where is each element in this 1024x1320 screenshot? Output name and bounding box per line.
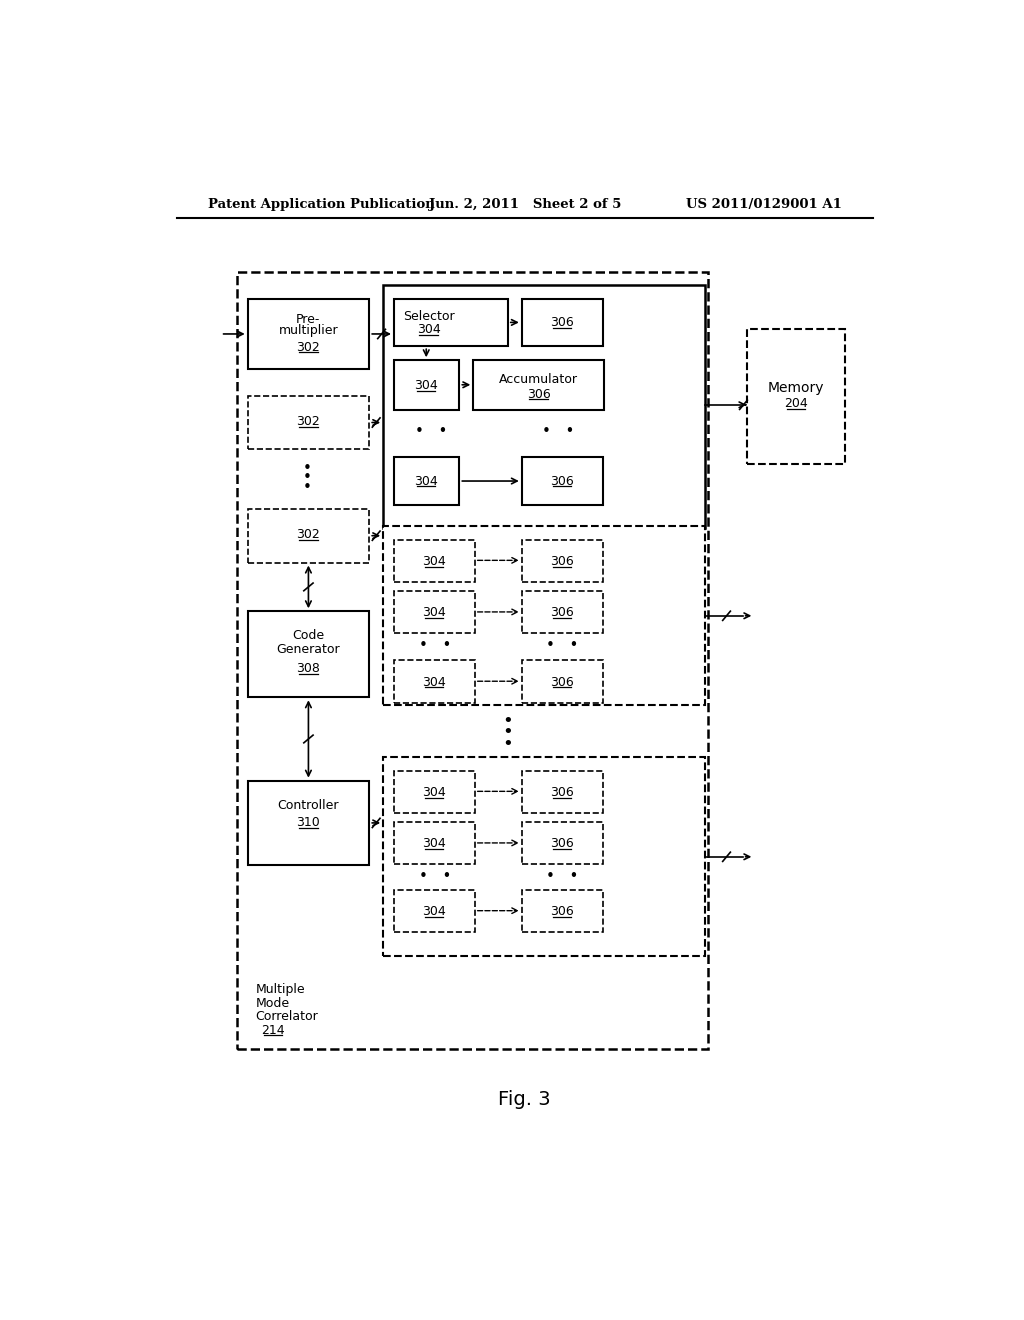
Text: multiplier: multiplier <box>279 325 338 338</box>
Bar <box>248 298 370 370</box>
Text: 304: 304 <box>417 323 440 335</box>
Text: Code: Code <box>293 630 325 643</box>
Text: •   •: • • <box>546 639 578 653</box>
Text: Memory: Memory <box>768 381 824 395</box>
Text: Generator: Generator <box>276 643 340 656</box>
Text: Controller: Controller <box>278 800 339 813</box>
Bar <box>521 890 602 932</box>
Text: •: • <box>303 470 312 486</box>
Text: 304: 304 <box>422 606 445 619</box>
Bar <box>521 771 602 813</box>
Text: Jun. 2, 2011   Sheet 2 of 5: Jun. 2, 2011 Sheet 2 of 5 <box>429 198 621 211</box>
Text: 306: 306 <box>550 785 573 799</box>
Bar <box>521 540 602 582</box>
Bar <box>394 591 475 634</box>
Text: Pre-: Pre- <box>296 313 321 326</box>
Bar <box>521 660 602 702</box>
Text: 306: 306 <box>550 474 573 487</box>
Text: 302: 302 <box>297 341 321 354</box>
Bar <box>383 285 705 528</box>
Bar <box>521 822 602 865</box>
Bar <box>394 660 475 702</box>
Text: Multiple: Multiple <box>255 983 305 997</box>
Bar <box>521 591 602 634</box>
Text: 214: 214 <box>261 1023 285 1036</box>
Text: 302: 302 <box>297 416 321 428</box>
Text: Fig. 3: Fig. 3 <box>499 1090 551 1109</box>
Bar <box>394 457 460 506</box>
Bar <box>394 771 475 813</box>
Text: 304: 304 <box>415 379 438 392</box>
Text: •   •: • • <box>546 869 578 883</box>
Text: 306: 306 <box>550 676 573 689</box>
Bar <box>473 360 604 411</box>
Bar <box>237 272 708 1048</box>
Bar <box>746 330 845 465</box>
Bar <box>394 890 475 932</box>
Text: 304: 304 <box>422 837 445 850</box>
Text: Accumulator: Accumulator <box>499 372 579 385</box>
Text: •: • <box>503 735 513 752</box>
Bar <box>521 298 602 346</box>
Text: 306: 306 <box>526 388 551 400</box>
Bar <box>394 540 475 582</box>
Text: •   •: • • <box>542 424 574 440</box>
Text: Patent Application Publication: Patent Application Publication <box>208 198 434 211</box>
Text: •   •: • • <box>419 869 451 883</box>
Text: US 2011/0129001 A1: US 2011/0129001 A1 <box>686 198 842 211</box>
Text: 306: 306 <box>550 906 573 917</box>
Bar <box>394 360 460 411</box>
Text: Correlator: Correlator <box>255 1010 318 1023</box>
Text: •   •: • • <box>419 639 451 653</box>
Text: 304: 304 <box>422 906 445 917</box>
Text: Mode: Mode <box>255 997 290 1010</box>
Text: 304: 304 <box>422 676 445 689</box>
Text: 304: 304 <box>422 554 445 568</box>
Text: 304: 304 <box>422 785 445 799</box>
Text: 204: 204 <box>784 397 808 409</box>
Text: 304: 304 <box>415 474 438 487</box>
Text: 306: 306 <box>550 315 573 329</box>
Text: •: • <box>303 461 312 477</box>
Text: •: • <box>503 723 513 741</box>
Bar <box>394 298 508 346</box>
Bar <box>248 508 370 562</box>
Text: 306: 306 <box>550 606 573 619</box>
Text: •   •: • • <box>415 424 447 440</box>
Bar <box>383 758 705 956</box>
Text: 306: 306 <box>550 554 573 568</box>
Text: 310: 310 <box>297 816 321 829</box>
Text: •: • <box>503 711 513 730</box>
Text: 306: 306 <box>550 837 573 850</box>
Bar <box>394 822 475 865</box>
Bar <box>248 780 370 866</box>
Text: Selector: Selector <box>402 310 455 323</box>
Bar <box>521 457 602 506</box>
Text: 308: 308 <box>297 661 321 675</box>
Bar <box>383 527 705 705</box>
Text: 302: 302 <box>297 528 321 541</box>
Bar <box>248 611 370 697</box>
Bar <box>248 396 370 449</box>
Text: •: • <box>303 479 312 495</box>
